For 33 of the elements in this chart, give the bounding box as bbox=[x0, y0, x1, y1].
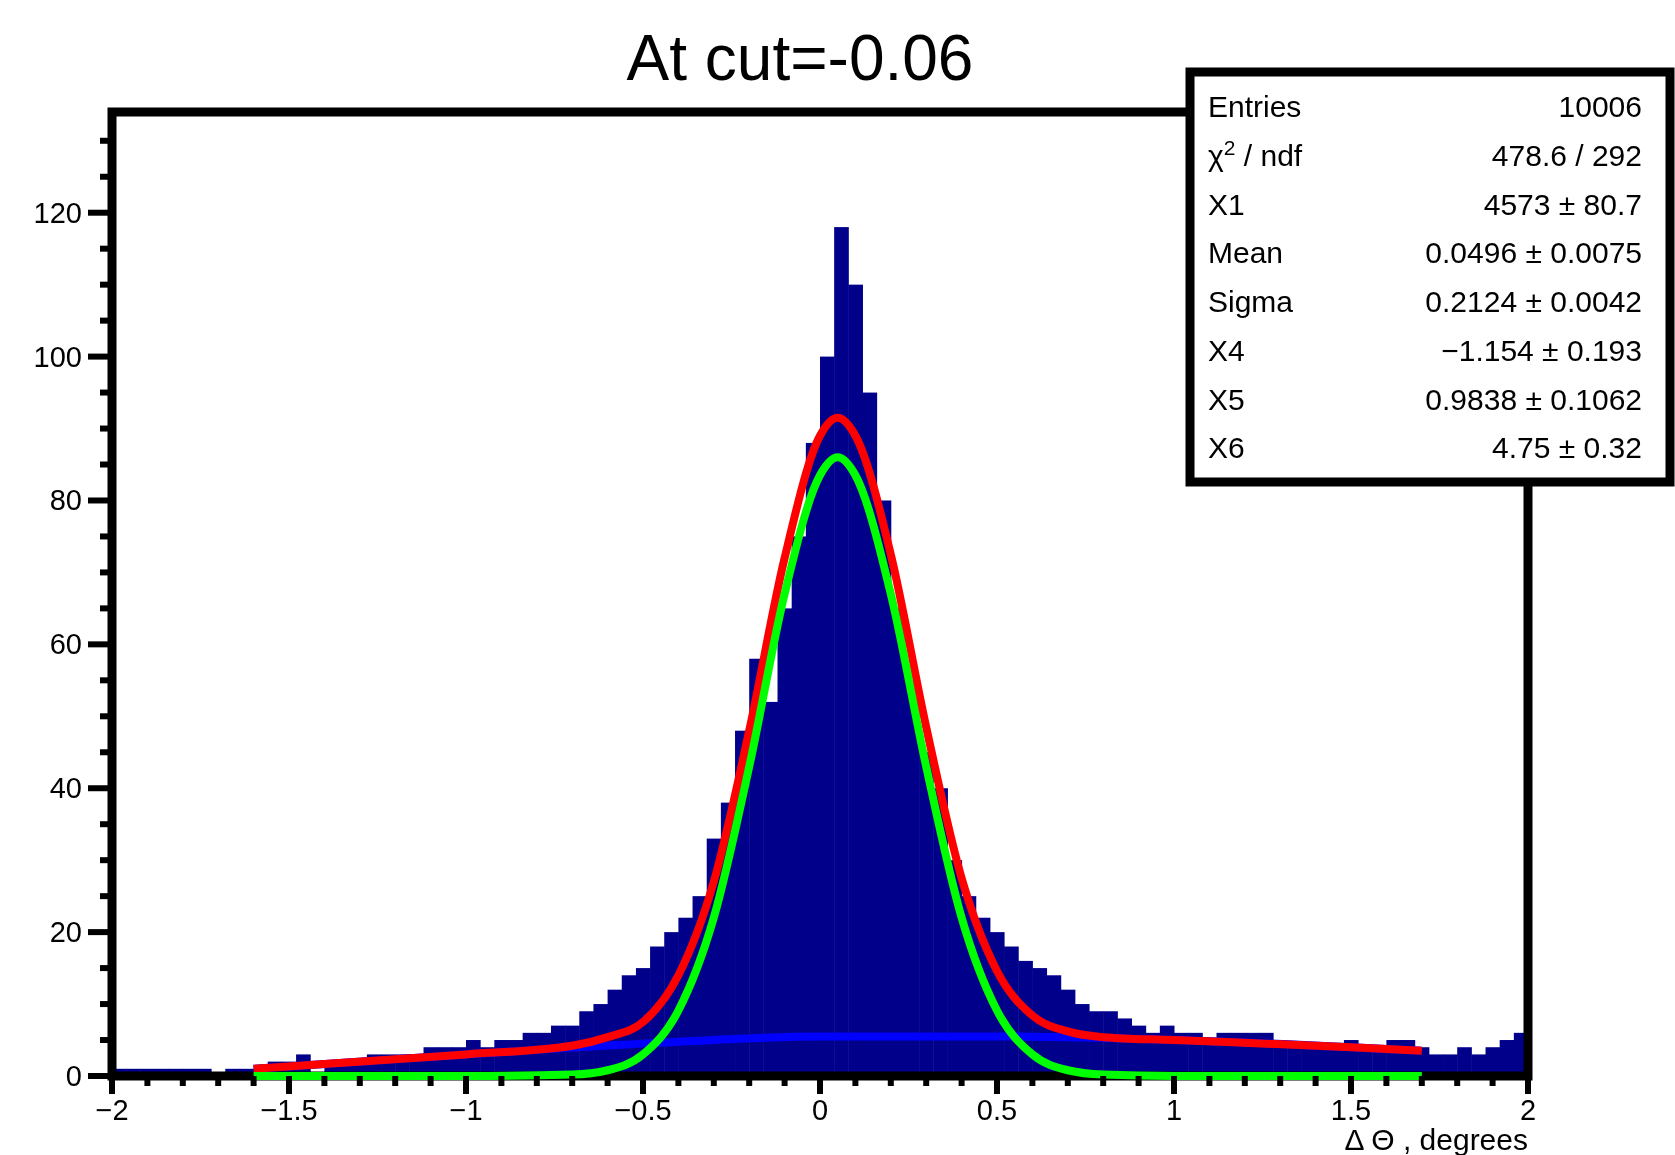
chart-title: At cut=-0.06 bbox=[626, 22, 974, 94]
x-tick-label: −1.5 bbox=[260, 1094, 318, 1126]
y-tick-label: 40 bbox=[49, 772, 82, 805]
y-tick-label: 80 bbox=[49, 484, 82, 517]
annotation: X1 bbox=[1208, 187, 1245, 221]
y-tick-label: 20 bbox=[49, 916, 82, 949]
y-tick-label: 100 bbox=[33, 340, 82, 373]
y-tick-label: 120 bbox=[33, 196, 82, 229]
x-tick-label: 2 bbox=[1519, 1094, 1537, 1126]
annotation: X4 bbox=[1208, 333, 1245, 367]
x-tick-label: 0.5 bbox=[976, 1094, 1018, 1126]
annotation: X5 bbox=[1208, 382, 1245, 416]
annotation: X6 bbox=[1208, 431, 1245, 465]
x-tick-label: 1.5 bbox=[1330, 1094, 1372, 1126]
y-tick-label: 60 bbox=[49, 628, 82, 661]
annotation: Entries bbox=[1208, 90, 1302, 123]
x-tick-label: 1 bbox=[1165, 1094, 1183, 1126]
annotation: Sigma bbox=[1208, 285, 1294, 318]
annotation: χ$^{2}$ / ndf bbox=[1208, 135, 1303, 172]
annotation: 4573 ± 80.7 bbox=[1483, 187, 1642, 221]
x-tick-label: −2 bbox=[95, 1094, 129, 1126]
annotation: −1.154 ± 0.193 bbox=[1441, 333, 1642, 367]
x-tick-label: 0 bbox=[811, 1094, 829, 1126]
annotation: 4.75 ± 0.32 bbox=[1492, 431, 1642, 465]
annotation: 0.9838 ± 0.1062 bbox=[1425, 382, 1642, 416]
annotation: Mean bbox=[1208, 236, 1284, 270]
annotation: 0.2124 ± 0.0042 bbox=[1425, 285, 1642, 318]
annotation: 478.6 / 292 bbox=[1491, 138, 1642, 172]
text: 10006 bbox=[1558, 90, 1642, 123]
x-tick-label: −1 bbox=[449, 1094, 483, 1126]
x-tick-label: −0.5 bbox=[614, 1094, 672, 1126]
annotation: 0.0496 ± 0.0075 bbox=[1425, 236, 1642, 270]
y-tick-label: 0 bbox=[65, 1060, 82, 1092]
